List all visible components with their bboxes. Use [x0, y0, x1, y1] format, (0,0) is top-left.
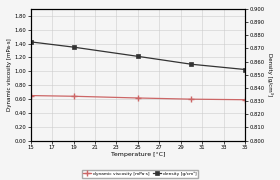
dynamic viscosity [mPa·s]: [72, 95, 75, 97]
Line: density [g/cm³]: density [g/cm³]: [29, 40, 247, 71]
Line: dynamic viscosity [mPa·s]: dynamic viscosity [mPa·s]: [28, 93, 248, 102]
density [g/cm³]: [136, 55, 139, 57]
Y-axis label: Dynamic viscosity [mPa·s]: Dynamic viscosity [mPa·s]: [7, 38, 12, 111]
dynamic viscosity [mPa·s]: [29, 94, 32, 97]
Legend: dynamic viscosity [mPa·s], density [g/cm³]: dynamic viscosity [mPa·s], density [g/cm…: [81, 170, 199, 178]
dynamic viscosity [mPa·s]: [136, 97, 139, 99]
dynamic viscosity [mPa·s]: [243, 99, 247, 101]
dynamic viscosity [mPa·s]: [190, 98, 193, 100]
density [g/cm³]: [190, 63, 193, 65]
Y-axis label: Density [g/cm³]: Density [g/cm³]: [267, 53, 273, 96]
X-axis label: Temperature [°C]: Temperature [°C]: [111, 152, 165, 157]
density [g/cm³]: [72, 46, 75, 48]
density [g/cm³]: [243, 68, 247, 71]
density [g/cm³]: [29, 41, 32, 43]
